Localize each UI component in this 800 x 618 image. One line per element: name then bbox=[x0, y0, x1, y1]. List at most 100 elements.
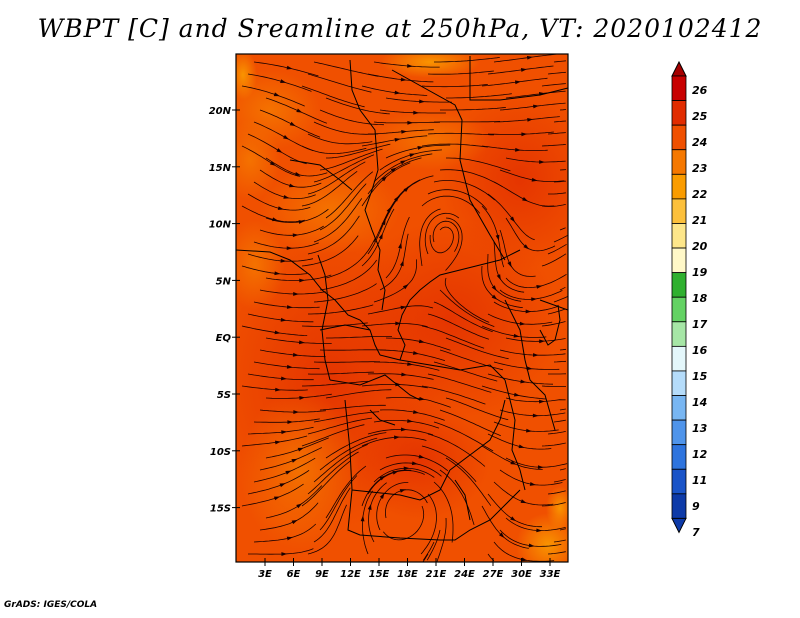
streamline bbox=[265, 208, 329, 223]
colorbar-label: 23 bbox=[692, 162, 708, 175]
streamline-arrow bbox=[279, 483, 286, 488]
streamline-arrow bbox=[269, 161, 276, 166]
streamline bbox=[440, 107, 506, 111]
lat-tick-label: 10S bbox=[210, 447, 231, 458]
streamline-arrow bbox=[491, 294, 498, 300]
streamline-arrow bbox=[539, 399, 545, 404]
streamline-arrow bbox=[285, 470, 292, 475]
colorbar-segment bbox=[671, 198, 687, 224]
streamline bbox=[259, 349, 326, 358]
streamline bbox=[265, 485, 323, 519]
colorbar-label: 19 bbox=[692, 266, 708, 279]
streamline-arrow bbox=[283, 134, 290, 140]
lon-tick-label: 24E bbox=[454, 569, 475, 580]
streamline bbox=[559, 227, 566, 231]
streamline bbox=[379, 109, 446, 114]
colorbar-segment bbox=[671, 124, 687, 151]
streamline-arrow bbox=[360, 515, 365, 522]
streamline bbox=[487, 493, 542, 528]
streamline bbox=[325, 97, 390, 115]
streamline bbox=[384, 489, 428, 519]
streamline bbox=[265, 393, 332, 399]
streamline bbox=[493, 181, 555, 207]
streamline bbox=[379, 349, 446, 361]
country-borders bbox=[236, 56, 568, 541]
streamline bbox=[247, 426, 314, 435]
streamline-arrow bbox=[539, 339, 545, 344]
streamline bbox=[385, 97, 452, 103]
streamline-arrow bbox=[381, 176, 388, 182]
streamline-arrow bbox=[520, 68, 527, 72]
streamline bbox=[481, 205, 505, 268]
colorbar-segment bbox=[671, 75, 687, 101]
streamline-arrow bbox=[407, 362, 414, 366]
streamline bbox=[541, 204, 566, 207]
streamline bbox=[421, 325, 485, 349]
streamline bbox=[553, 180, 567, 183]
streamline-arrow bbox=[418, 454, 425, 459]
streamline bbox=[259, 169, 322, 188]
streamline bbox=[481, 385, 547, 400]
lon-tick-label: 33E bbox=[540, 569, 561, 580]
streamline bbox=[553, 235, 568, 243]
streamline bbox=[547, 551, 566, 555]
colorbar-label: 15 bbox=[692, 370, 708, 383]
streamline bbox=[313, 154, 375, 183]
streamline-arrow bbox=[510, 460, 517, 465]
colorbar-segment bbox=[671, 247, 687, 274]
streamline bbox=[553, 360, 567, 363]
streamline bbox=[541, 253, 567, 267]
streamline-arrow bbox=[523, 244, 530, 250]
streamline-arrow bbox=[507, 261, 512, 268]
streamline-arrow bbox=[536, 285, 543, 289]
streamline-arrow bbox=[513, 333, 520, 338]
streamline bbox=[361, 135, 428, 147]
streamline bbox=[553, 120, 567, 123]
streamline bbox=[487, 433, 552, 450]
streamline bbox=[319, 475, 358, 531]
streamline bbox=[385, 337, 451, 351]
streamline bbox=[559, 109, 567, 111]
colorbar-bottom-arrow bbox=[671, 517, 687, 534]
lat-tick-label: 20N bbox=[209, 106, 232, 117]
lat-tick-label: 5S bbox=[217, 390, 231, 401]
streamline bbox=[427, 373, 492, 393]
streamline bbox=[446, 93, 512, 99]
streamline-arrow bbox=[272, 217, 279, 222]
streamline bbox=[421, 195, 481, 214]
streamline-arrow bbox=[401, 129, 408, 134]
streamline bbox=[361, 436, 427, 447]
streamline bbox=[541, 502, 566, 507]
streamline bbox=[547, 431, 566, 435]
colorbar-label: 25 bbox=[692, 110, 708, 123]
streamline-arrow bbox=[513, 392, 520, 397]
streamline bbox=[325, 237, 376, 279]
streamline-arrow bbox=[394, 90, 401, 95]
colorbar-segment bbox=[671, 272, 687, 298]
streamline bbox=[445, 397, 509, 421]
streamline-arrow bbox=[411, 461, 418, 466]
colorbar-segment bbox=[671, 395, 687, 421]
streamline bbox=[385, 397, 451, 408]
streamline bbox=[422, 553, 429, 562]
longitude-axis: 3E 6E 9E 12E 15E 18E 21E 24E 27E 30E 33E bbox=[258, 558, 561, 580]
lat-tick-label: EQ bbox=[216, 333, 232, 344]
streamline-arrow bbox=[281, 430, 288, 435]
streamline bbox=[253, 523, 317, 543]
streamline-arrow bbox=[296, 503, 303, 509]
streamline bbox=[427, 70, 494, 75]
streamline-arrow bbox=[399, 260, 404, 267]
streamline bbox=[247, 469, 310, 495]
streamline bbox=[433, 301, 493, 333]
streamline-arrow bbox=[394, 435, 400, 440]
streamline bbox=[361, 384, 428, 389]
streamline-arrow bbox=[400, 427, 407, 432]
streamline-arrow bbox=[519, 321, 526, 326]
streamline bbox=[313, 198, 363, 243]
streamline bbox=[301, 170, 358, 207]
streamline bbox=[265, 437, 329, 459]
streamline bbox=[493, 54, 557, 63]
streamline bbox=[433, 481, 454, 543]
colorbar-segment bbox=[671, 296, 687, 323]
lat-tick-label: 5N bbox=[216, 276, 232, 287]
